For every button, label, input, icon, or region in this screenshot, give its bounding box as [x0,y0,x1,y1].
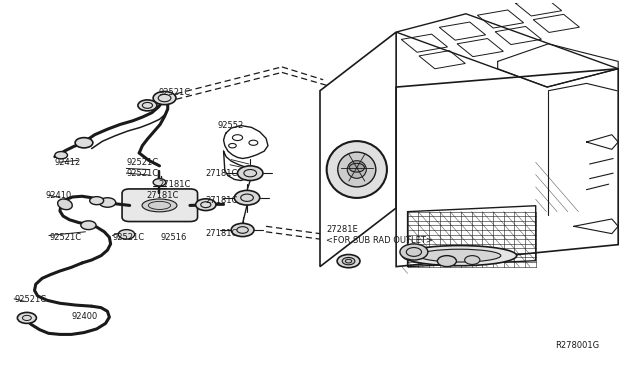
Circle shape [118,230,135,239]
Circle shape [337,254,360,268]
FancyBboxPatch shape [122,189,198,222]
Circle shape [90,197,104,205]
Text: 92521C: 92521C [113,233,145,242]
Circle shape [153,179,166,186]
Ellipse shape [338,152,376,187]
Ellipse shape [142,199,177,212]
Text: 92410: 92410 [46,191,72,200]
Circle shape [99,198,116,207]
Circle shape [228,144,236,148]
Circle shape [342,257,355,265]
Text: 27181C: 27181C [158,180,191,189]
Text: 27281E: 27281E [326,225,358,234]
Text: 92521C: 92521C [127,169,159,178]
Ellipse shape [419,249,501,262]
Text: 92521C: 92521C [158,88,190,97]
Text: 27181C: 27181C [206,169,238,178]
Text: 92521C: 92521C [127,158,159,167]
Circle shape [231,223,254,237]
Text: 27181C: 27181C [206,229,238,238]
Circle shape [138,100,157,111]
Ellipse shape [403,246,516,266]
Text: 92412: 92412 [55,158,81,167]
Text: 27181C: 27181C [147,191,179,200]
Text: R278001G: R278001G [555,341,599,350]
Circle shape [249,140,258,145]
Circle shape [55,151,67,159]
Text: <FOR SUB RAD OUTLET>: <FOR SUB RAD OUTLET> [326,237,433,246]
Text: 92552: 92552 [217,121,243,130]
Circle shape [349,163,364,172]
Text: 92521C: 92521C [49,233,81,242]
Circle shape [437,256,456,267]
Ellipse shape [326,141,387,198]
Circle shape [234,190,260,205]
Text: 27181C: 27181C [206,196,238,205]
Circle shape [237,166,263,180]
Text: 92521C: 92521C [14,295,46,304]
Circle shape [153,92,176,105]
Circle shape [17,312,36,323]
Ellipse shape [58,199,72,210]
Text: 92516: 92516 [160,233,186,242]
Ellipse shape [348,161,366,178]
Circle shape [81,221,96,230]
Circle shape [196,199,216,211]
Circle shape [400,244,428,260]
Text: 92400: 92400 [71,312,97,321]
Circle shape [465,256,480,264]
Circle shape [75,138,93,148]
Circle shape [232,135,243,141]
